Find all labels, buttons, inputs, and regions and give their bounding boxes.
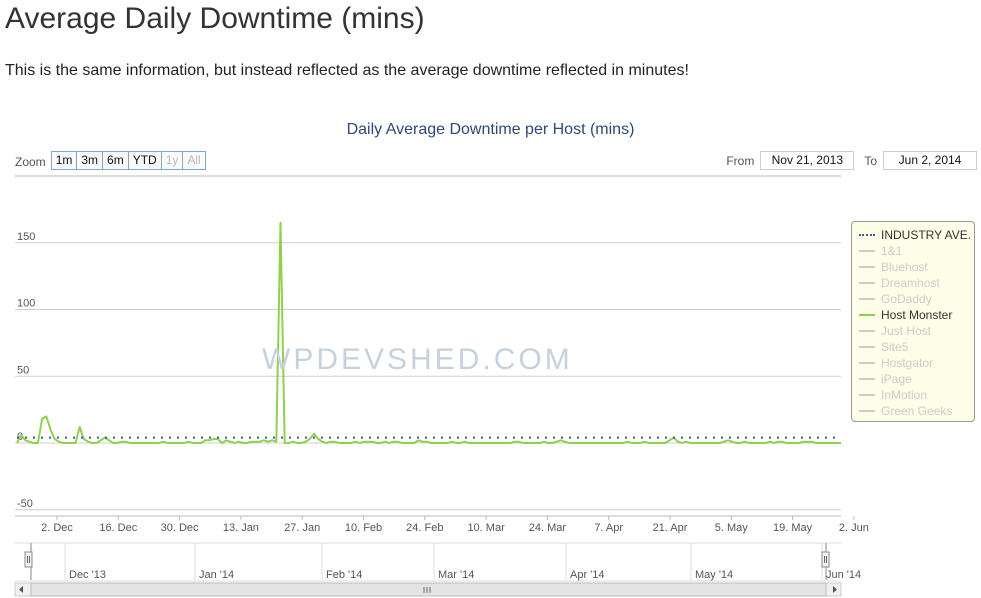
from-date-input[interactable] [760, 151, 855, 170]
x-tick-label: 10. Feb [345, 522, 382, 534]
legend-swatch [859, 250, 875, 252]
watermark: WPDEVSHED.COM [262, 343, 573, 376]
page-title: Average Daily Downtime (mins) [5, 2, 425, 35]
x-tick-label: 5. May [715, 522, 749, 534]
to-date-input[interactable] [883, 151, 977, 170]
x-tick-label: 24. Mar [529, 522, 567, 534]
date-range: From To [726, 151, 977, 170]
navigator-label: May '14 [695, 569, 733, 581]
legend-item-godaddy[interactable]: GoDaddy [859, 291, 974, 307]
x-tick-label: 30. Dec [161, 522, 199, 534]
to-label: To [864, 153, 877, 168]
legend-swatch [859, 266, 875, 268]
scrollbar-grip [423, 587, 431, 593]
legend-swatch [859, 362, 875, 364]
chart-legend: INDUSTRY AVE. 1&1 Bluehost Dreamhost GoD… [851, 221, 975, 422]
legend-swatch [859, 378, 875, 380]
x-tick-label: 16. Dec [99, 522, 137, 534]
legend-item-green-geeks[interactable]: Green Geeks [859, 403, 974, 419]
scroll-left-arrow [19, 586, 23, 593]
navigator-label: Feb '14 [326, 569, 362, 581]
x-tick-label: 21. Apr [653, 522, 688, 534]
navigator-handle-grip [824, 556, 827, 563]
navigator-label: Mar '14 [438, 569, 474, 581]
navigator-handle-grip [27, 556, 30, 563]
legend-swatch [859, 282, 875, 284]
zoom-label: Zoom [15, 154, 46, 169]
legend-item-dreamhost[interactable]: Dreamhost [859, 275, 974, 291]
legend-item-site5[interactable]: Site5 [859, 339, 974, 355]
navigator-label: Apr '14 [570, 569, 605, 581]
legend-item-hostgator[interactable]: Hostgator [859, 355, 974, 371]
x-tick-label: 24. Feb [406, 522, 443, 534]
y-tick-label: 100 [17, 298, 35, 310]
zoom-ytd-button[interactable]: YTD [127, 151, 162, 170]
x-tick-label: 7. Apr [594, 522, 623, 534]
navigator-label: Jun '14 [826, 569, 861, 581]
x-tick-label: 19. May [773, 522, 813, 534]
zoom-all-button[interactable]: All [182, 151, 206, 170]
zoom-controls: Zoom 1m 3m 6m YTD 1y All [15, 151, 206, 170]
legend-item-ipage[interactable]: iPage [859, 371, 974, 387]
x-tick-label: 27. Jan [284, 522, 320, 534]
legend-swatch [859, 298, 875, 300]
navigator-label: Jan '14 [199, 569, 234, 581]
navigator-handle [24, 551, 33, 568]
legend-swatch [859, 330, 875, 332]
legend-swatch [859, 234, 875, 236]
scrollbar-thumb [30, 582, 827, 597]
x-tick-label: 10. Mar [467, 522, 505, 534]
x-tick-label: 2. Dec [41, 522, 73, 534]
legend-item-bluehost[interactable]: Bluehost [859, 259, 974, 275]
navigator-label: Dec '13 [69, 569, 106, 581]
legend-swatch [859, 410, 875, 412]
chart-title: Daily Average Downtime per Host (mins) [346, 121, 635, 138]
legend-swatch [859, 346, 875, 348]
host-monster-series-line [16, 221, 841, 444]
x-tick-label: 13. Jan [223, 522, 259, 534]
x-tick-label: 2. Jun [839, 522, 869, 534]
y-tick-label: 50 [17, 364, 29, 376]
zoom-6m-button[interactable]: 6m [102, 151, 129, 170]
y-tick-label: -50 [17, 498, 33, 510]
legend-item-host-monster[interactable]: Host Monster [859, 307, 974, 323]
legend-item-inmotion[interactable]: InMotion [859, 387, 974, 403]
navigator-handle [821, 551, 830, 568]
legend-item-1and1[interactable]: 1&1 [859, 243, 974, 259]
page-description: This is the same information, but instea… [5, 62, 689, 79]
y-tick-label: 150 [17, 231, 35, 243]
legend-item-just-host[interactable]: Just Host [859, 323, 974, 339]
legend-swatch [859, 314, 875, 316]
scroll-right-arrow [833, 586, 837, 593]
from-label: From [726, 153, 755, 168]
legend-swatch [859, 394, 875, 396]
legend-item-industry-ave[interactable]: INDUSTRY AVE. [859, 227, 974, 243]
